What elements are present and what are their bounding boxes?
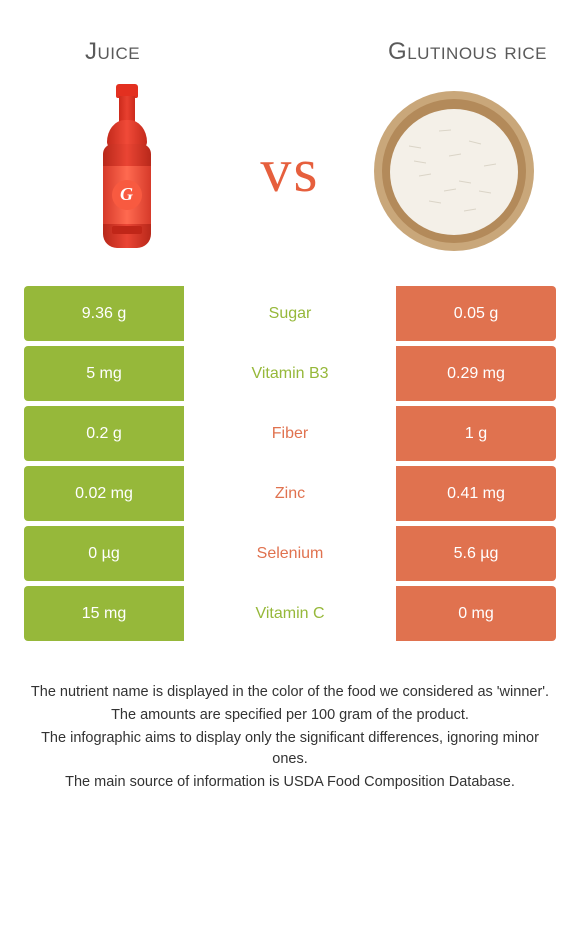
value-right: 0 mg <box>396 586 556 641</box>
rice-bowl-icon <box>369 86 539 256</box>
value-left: 0 µg <box>24 526 184 581</box>
footer-line: The main source of information is USDA F… <box>24 772 556 793</box>
header: Juice Glutinous rice <box>0 0 580 66</box>
nutrient-label: Vitamin C <box>184 586 396 641</box>
value-left: 0.2 g <box>24 406 184 461</box>
nutrient-table: 9.36 gSugar0.05 g5 mgVitamin B30.29 mg0.… <box>0 286 580 641</box>
table-row: 0 µgSelenium5.6 µg <box>24 526 556 581</box>
value-left: 9.36 g <box>24 286 184 341</box>
value-right: 5.6 µg <box>396 526 556 581</box>
rice-image <box>355 84 552 259</box>
nutrient-label: Fiber <box>184 406 396 461</box>
table-row: 0.2 gFiber1 g <box>24 406 556 461</box>
footer-line: The nutrient name is displayed in the co… <box>24 682 556 703</box>
title-left: Juice <box>0 38 225 66</box>
footer-line: The amounts are specified per 100 gram o… <box>24 705 556 726</box>
juice-image: G <box>28 84 225 259</box>
value-left: 5 mg <box>24 346 184 401</box>
footer-line: The infographic aims to display only the… <box>24 728 556 770</box>
vs-label: vs <box>225 136 355 207</box>
value-right: 0.41 mg <box>396 466 556 521</box>
table-row: 5 mgVitamin B30.29 mg <box>24 346 556 401</box>
nutrient-label: Vitamin B3 <box>184 346 396 401</box>
bottle-icon: G <box>99 84 155 259</box>
table-row: 9.36 gSugar0.05 g <box>24 286 556 341</box>
footer-notes: The nutrient name is displayed in the co… <box>0 646 580 793</box>
value-left: 15 mg <box>24 586 184 641</box>
header-spacer <box>225 38 355 66</box>
nutrient-label: Zinc <box>184 466 396 521</box>
nutrient-label: Sugar <box>184 286 396 341</box>
table-row: 15 mgVitamin C0 mg <box>24 586 556 641</box>
image-row: G vs <box>0 66 580 286</box>
title-right: Glutinous rice <box>355 38 580 66</box>
value-right: 1 g <box>396 406 556 461</box>
table-row: 0.02 mgZinc0.41 mg <box>24 466 556 521</box>
value-right: 0.29 mg <box>396 346 556 401</box>
value-left: 0.02 mg <box>24 466 184 521</box>
value-right: 0.05 g <box>396 286 556 341</box>
nutrient-label: Selenium <box>184 526 396 581</box>
